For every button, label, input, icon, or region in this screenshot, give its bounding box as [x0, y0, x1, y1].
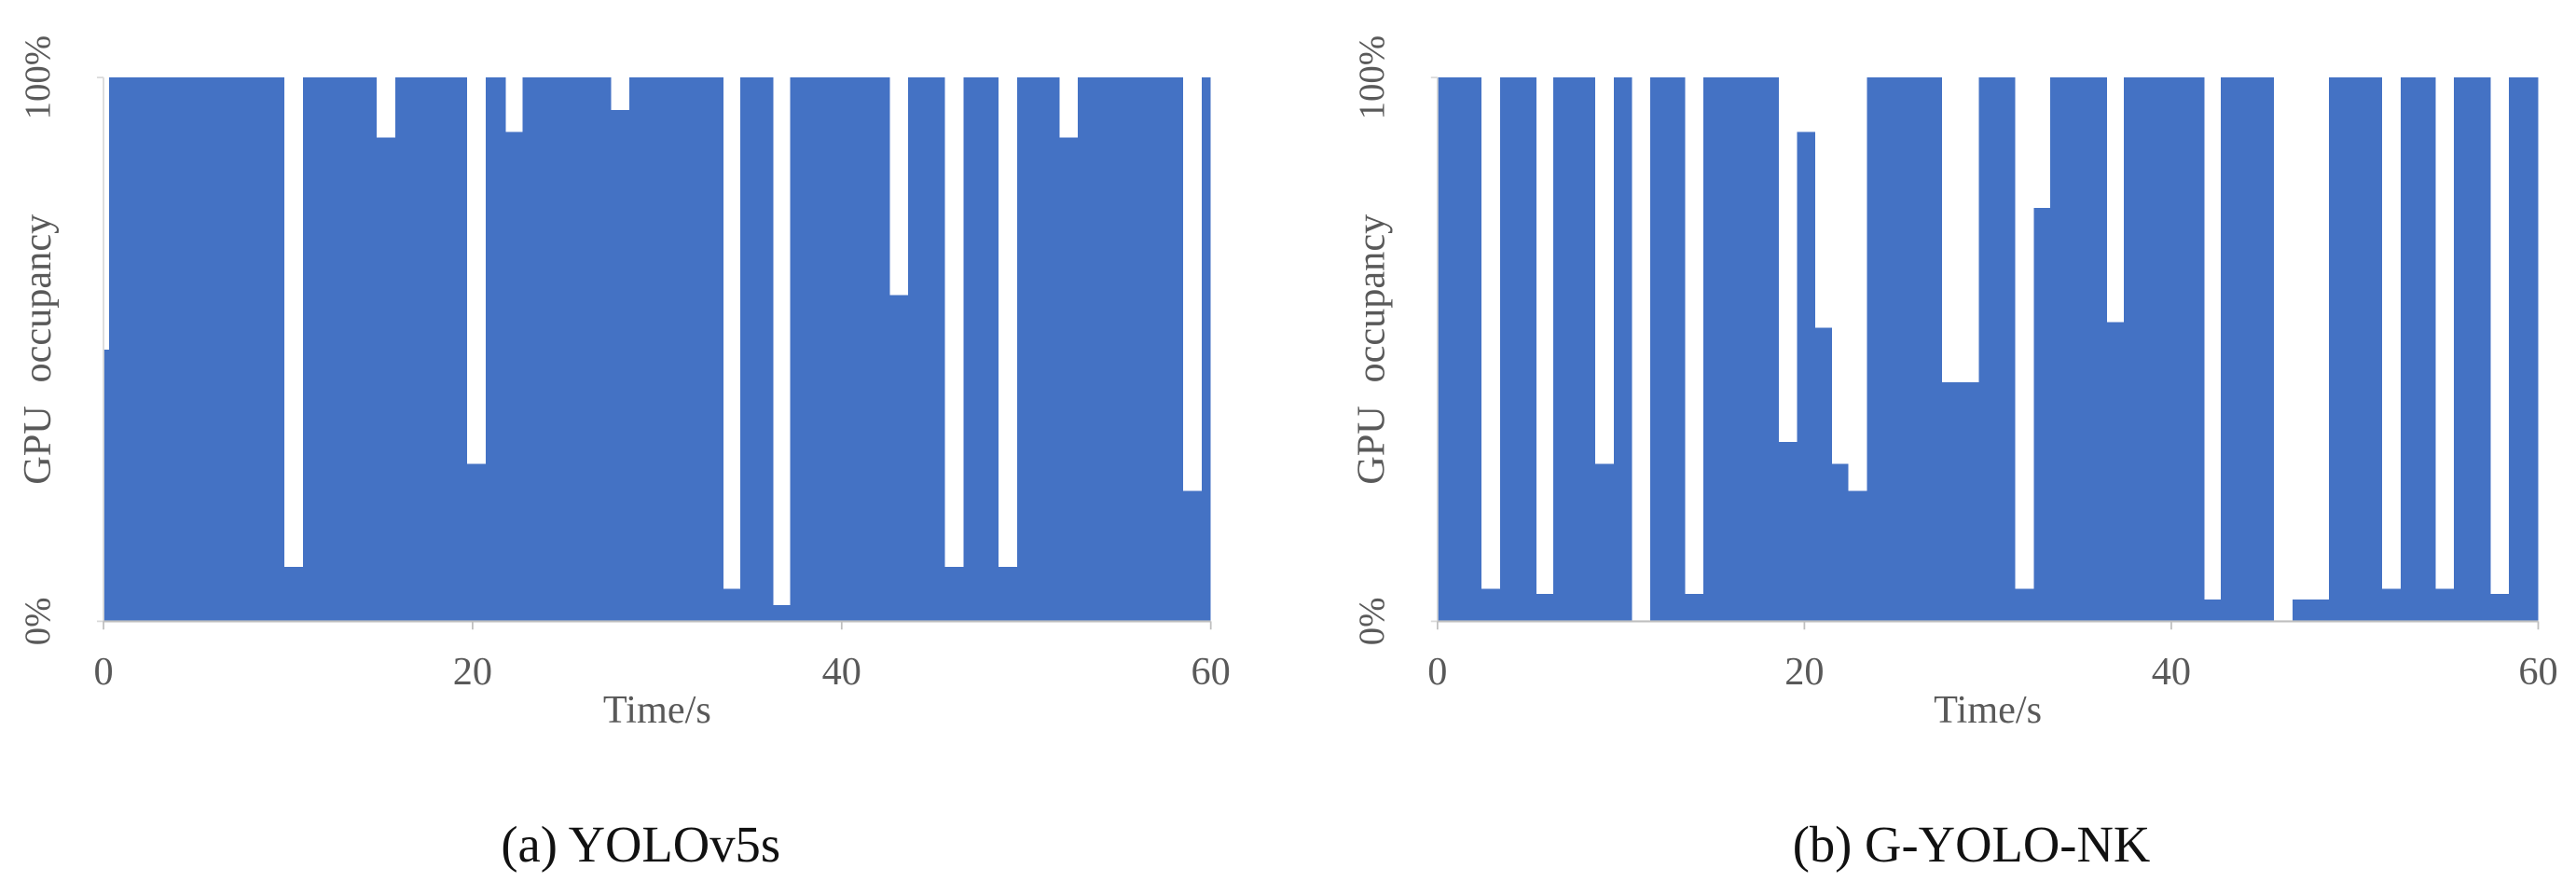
- bar: [2329, 77, 2383, 622]
- bar: [376, 137, 395, 622]
- bar: [908, 77, 945, 622]
- bar: [1078, 77, 1183, 622]
- bar: [2292, 600, 2330, 622]
- bar: [773, 604, 791, 622]
- bar: [611, 110, 630, 622]
- x-tick-label: 20: [453, 650, 492, 694]
- bar: [2400, 77, 2436, 622]
- bar: [963, 77, 999, 622]
- bar: [629, 77, 724, 622]
- x-tick-label: 60: [2518, 650, 2557, 694]
- bar: [1613, 77, 1632, 622]
- bar: [2490, 594, 2509, 622]
- x-tick-label: 0: [1427, 650, 1447, 694]
- y-axis-label: GPU occupancy: [16, 214, 60, 485]
- x-axis-label: Time/s: [603, 688, 711, 732]
- bar: [1685, 594, 1704, 622]
- bar: [2453, 77, 2491, 622]
- bar: [2435, 588, 2454, 622]
- bar: [283, 567, 303, 622]
- bar: [1703, 77, 1779, 622]
- bar: [108, 77, 284, 622]
- bar: [103, 349, 109, 622]
- bar: [889, 295, 909, 622]
- caption: (b) G-YOLO-NK: [1793, 816, 2151, 873]
- y-tick-label: 0%: [1352, 598, 1392, 646]
- bar: [522, 77, 612, 622]
- y-tick-label: 100%: [18, 35, 58, 119]
- bar: [1867, 77, 1942, 622]
- bar: [1059, 137, 1079, 622]
- bar: [1481, 588, 1500, 622]
- bar: [1797, 131, 1816, 622]
- bar: [790, 77, 890, 622]
- bar: [2050, 77, 2108, 622]
- y-tick-label: 100%: [1352, 35, 1392, 119]
- bar: [999, 567, 1017, 622]
- bar: [394, 77, 467, 622]
- bar: [505, 131, 523, 622]
- bar: [1182, 490, 1202, 622]
- x-tick-label: 60: [1192, 650, 1231, 694]
- bar: [1941, 381, 1979, 622]
- x-tick-label: 40: [822, 650, 861, 694]
- bar: [1552, 77, 1596, 622]
- bar: [1016, 77, 1060, 622]
- bar: [466, 463, 486, 622]
- bar: [1201, 77, 1211, 622]
- y-tick-label: 0%: [18, 598, 58, 646]
- bar: [1978, 77, 2016, 622]
- bar: [1437, 77, 1482, 622]
- bar: [1650, 77, 1686, 622]
- bar: [944, 567, 964, 622]
- x-axis-label: Time/s: [1934, 688, 2042, 732]
- bar: [1595, 463, 1614, 622]
- bar: [2033, 208, 2051, 622]
- bar: [723, 588, 740, 622]
- bar: [1778, 441, 1798, 622]
- bar: [1536, 594, 1553, 622]
- bar: [2204, 600, 2222, 622]
- bar: [1831, 463, 1849, 622]
- bar: [1499, 77, 1537, 622]
- y-axis-label: GPU occupancy: [1350, 214, 1394, 485]
- bar: [1815, 327, 1832, 622]
- x-tick-label: 20: [1784, 650, 1824, 694]
- bar: [302, 77, 377, 622]
- bar: [2123, 77, 2205, 622]
- bar: [2221, 77, 2275, 622]
- bar: [1848, 490, 1867, 622]
- x-tick-label: 0: [93, 650, 113, 694]
- bar: [2508, 77, 2539, 622]
- caption: (a) YOLOv5s: [501, 816, 780, 873]
- bar: [739, 77, 774, 622]
- bar: [2015, 588, 2034, 622]
- bar: [485, 77, 506, 622]
- bar: [2382, 588, 2401, 622]
- bar: [2107, 322, 2124, 622]
- x-tick-label: 40: [2152, 650, 2191, 694]
